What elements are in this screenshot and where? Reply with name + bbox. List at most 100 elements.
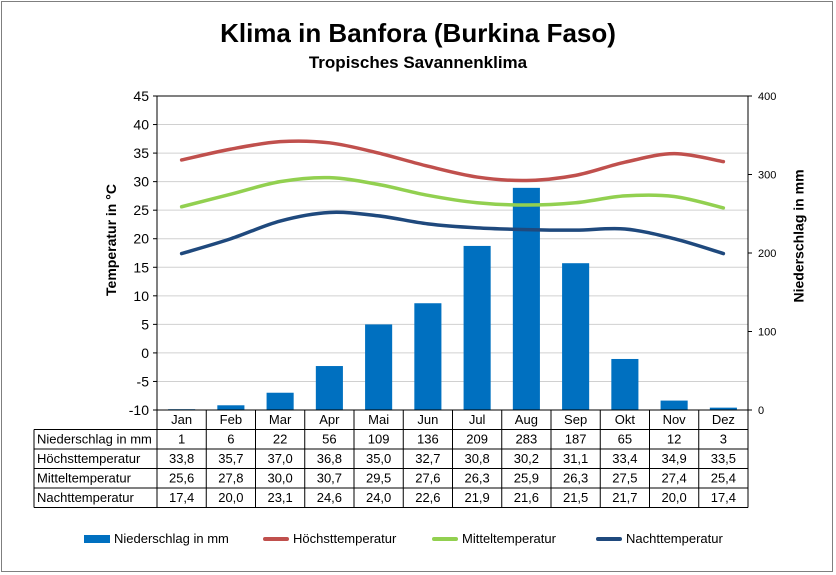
x-tick-label: Feb bbox=[220, 412, 242, 427]
table-cell: 21,9 bbox=[464, 490, 489, 505]
table-row-label: Nachttemperatur bbox=[37, 490, 134, 505]
x-tick-label: Nov bbox=[663, 412, 687, 427]
table-cell: 136 bbox=[417, 432, 439, 447]
y-right-tick-label: 200 bbox=[758, 248, 776, 260]
table-cell: 1 bbox=[178, 432, 185, 447]
table-cell: 32,7 bbox=[415, 451, 440, 466]
table-cell: 65 bbox=[618, 432, 632, 447]
legend-item-niederschlag-in-mm: Niederschlag in mm bbox=[84, 531, 229, 546]
line-nachttemperatur bbox=[179, 210, 726, 256]
legend-swatch bbox=[596, 536, 622, 541]
x-tick-label: Mai bbox=[368, 412, 389, 427]
table-cell: 34,9 bbox=[661, 451, 686, 466]
table-cell: 24,0 bbox=[366, 490, 391, 505]
bar-nov bbox=[660, 400, 688, 410]
legend-item-h-chsttemperatur: Höchsttemperatur bbox=[263, 531, 396, 546]
table-cell: 30,8 bbox=[464, 451, 489, 466]
bar-jun bbox=[414, 303, 442, 410]
x-tick-label: Dez bbox=[712, 412, 735, 427]
table-cell: 27,6 bbox=[415, 471, 440, 486]
table-cell: 20,0 bbox=[661, 490, 686, 505]
table-cell: 31,1 bbox=[563, 451, 588, 466]
table-cell: 30,2 bbox=[514, 451, 539, 466]
table-cell: 25,9 bbox=[514, 471, 539, 486]
line-mitteltemperatur bbox=[179, 175, 726, 210]
y-left-tick-label: -5 bbox=[137, 373, 150, 389]
y-left-tick-label: 5 bbox=[141, 316, 149, 332]
table-cell: 109 bbox=[368, 432, 390, 447]
bar-feb bbox=[217, 405, 245, 410]
bar-jul bbox=[463, 245, 491, 410]
legend: Niederschlag in mm Höchsttemperatur Mittel… bbox=[0, 531, 836, 549]
x-tick-label: Apr bbox=[319, 412, 340, 427]
table-row-label: Mitteltemperatur bbox=[37, 471, 132, 486]
table-cell: 25,6 bbox=[169, 471, 194, 486]
table-cell: 21,7 bbox=[612, 490, 637, 505]
legend-swatch bbox=[263, 536, 289, 541]
y-left-tick-label: 35 bbox=[133, 145, 149, 161]
x-tick-label: Sep bbox=[564, 412, 587, 427]
table-cell: 283 bbox=[516, 432, 538, 447]
plot-area bbox=[156, 95, 749, 411]
y-left-tick-label: 15 bbox=[133, 259, 149, 275]
y-left-tick-label: 30 bbox=[133, 174, 149, 190]
legend-swatch bbox=[432, 536, 458, 541]
x-tick-label: Jun bbox=[417, 412, 438, 427]
table-cell: 17,4 bbox=[711, 490, 736, 505]
table-cell: 26,3 bbox=[563, 471, 588, 486]
legend-label: Niederschlag in mm bbox=[114, 531, 229, 546]
bar-aug bbox=[512, 187, 540, 410]
y-right-tick-label: 400 bbox=[758, 91, 776, 103]
table-cell: 33,8 bbox=[169, 451, 194, 466]
table-cell: 37,0 bbox=[267, 451, 292, 466]
table-cell: 3 bbox=[720, 432, 727, 447]
table-cell: 21,5 bbox=[563, 490, 588, 505]
x-tick-label: Aug bbox=[515, 412, 538, 427]
bar-mai bbox=[365, 324, 393, 410]
table-cell: 56 bbox=[322, 432, 336, 447]
chart-subtitle: Tropisches Savannenklima bbox=[308, 53, 528, 72]
y-left-tick-label: 45 bbox=[133, 88, 149, 104]
x-tick-label: Jul bbox=[469, 412, 486, 427]
legend-label: Nachttemperatur bbox=[626, 531, 723, 546]
y-left-tick-label: -10 bbox=[129, 402, 149, 418]
table-cell: 21,6 bbox=[514, 490, 539, 505]
table-cell: 25,4 bbox=[711, 471, 736, 486]
table-cell: 26,3 bbox=[464, 471, 489, 486]
table-cell: 36,8 bbox=[317, 451, 342, 466]
x-tick-label: Okt bbox=[615, 412, 636, 427]
legend-item-nachttemperatur: Nachttemperatur bbox=[596, 531, 723, 546]
legend-swatch bbox=[84, 534, 110, 543]
table-cell: 187 bbox=[565, 432, 587, 447]
legend-label: Höchsttemperatur bbox=[293, 531, 397, 546]
table-cell: 33,5 bbox=[711, 451, 736, 466]
y-left-tick-label: 10 bbox=[133, 288, 149, 304]
legend-item-mitteltemperatur: Mitteltemperatur bbox=[432, 531, 556, 546]
legend-label: Mitteltemperatur bbox=[462, 531, 556, 546]
table-cell: 30,0 bbox=[267, 471, 292, 486]
y-right-tick-label: 300 bbox=[758, 170, 776, 182]
table-row-label: Höchsttemperatur bbox=[37, 451, 141, 466]
table-cell: 30,7 bbox=[317, 471, 342, 486]
bar-dez bbox=[709, 407, 737, 410]
y-left-tick-label: 25 bbox=[133, 202, 149, 218]
table-cell: 23,1 bbox=[267, 490, 292, 505]
table-cell: 22 bbox=[273, 432, 287, 447]
bar-okt bbox=[611, 358, 639, 410]
table-cell: 209 bbox=[466, 432, 488, 447]
line-h-chsttemperatur bbox=[179, 139, 726, 183]
y-right-tick-label: 0 bbox=[758, 405, 764, 417]
x-tick-label: Mar bbox=[269, 412, 292, 427]
x-tick-label: Jan bbox=[171, 412, 192, 427]
bar-sep bbox=[562, 263, 590, 410]
table-cell: 35,7 bbox=[218, 451, 243, 466]
y-left-tick-label: 40 bbox=[133, 117, 149, 133]
table-cell: 6 bbox=[227, 432, 234, 447]
table-cell: 27,8 bbox=[218, 471, 243, 486]
y-right-tick-label: 100 bbox=[758, 327, 776, 339]
table-cell: 35,0 bbox=[366, 451, 391, 466]
table-cell: 27,5 bbox=[612, 471, 637, 486]
y-left-tick-label: 0 bbox=[141, 345, 149, 361]
